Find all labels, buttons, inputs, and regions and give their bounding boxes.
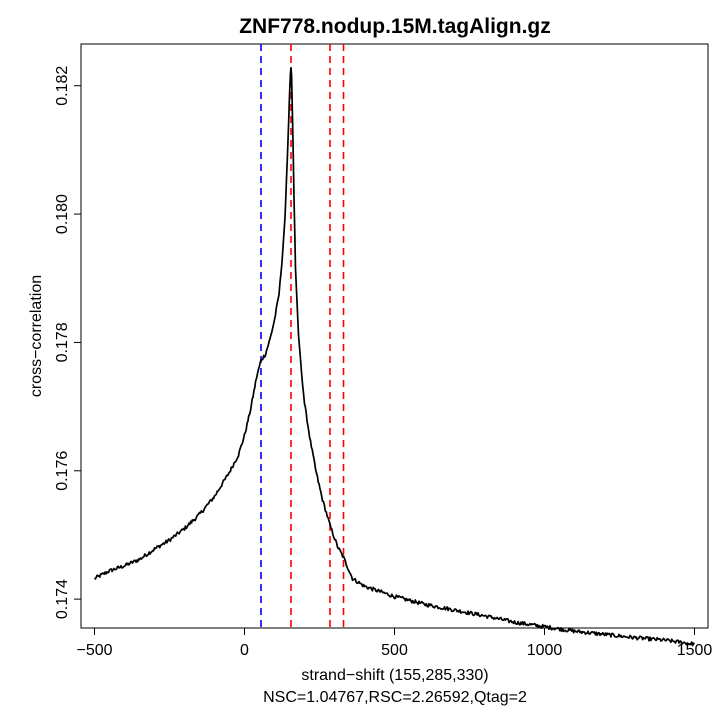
plot-frame bbox=[80, 43, 709, 629]
y-axis-label: cross−correlation bbox=[28, 275, 45, 397]
x-tick-label: 0 bbox=[240, 642, 249, 659]
series-group bbox=[93, 66, 696, 647]
x-tick-label: 1500 bbox=[677, 642, 713, 659]
y-axis: 0.174 0.176 0.178 0.180 0.182 bbox=[54, 66, 82, 619]
y-tick-label: 0.180 bbox=[54, 194, 71, 234]
y-tick-label: 0.174 bbox=[54, 579, 71, 619]
chart-title: ZNF778.nodup.15M.tagAlign.gz bbox=[239, 15, 551, 38]
cross-correlation-line bbox=[93, 66, 696, 647]
reference-lines bbox=[260, 44, 345, 628]
x-tick-label: −500 bbox=[76, 642, 112, 659]
y-tick-label: 0.176 bbox=[54, 451, 71, 491]
x-tick-label: 500 bbox=[381, 642, 408, 659]
x-axis-label: strand−shift (155,285,330) bbox=[301, 667, 488, 684]
x-tick-label: 1000 bbox=[527, 642, 563, 659]
chart-subtitle: NSC=1.04767,RSC=2.26592,Qtag=2 bbox=[263, 689, 527, 706]
y-tick-label: 0.182 bbox=[54, 66, 71, 106]
x-axis: −500 0 500 1000 1500 bbox=[76, 627, 713, 659]
y-tick-label: 0.178 bbox=[54, 322, 71, 362]
